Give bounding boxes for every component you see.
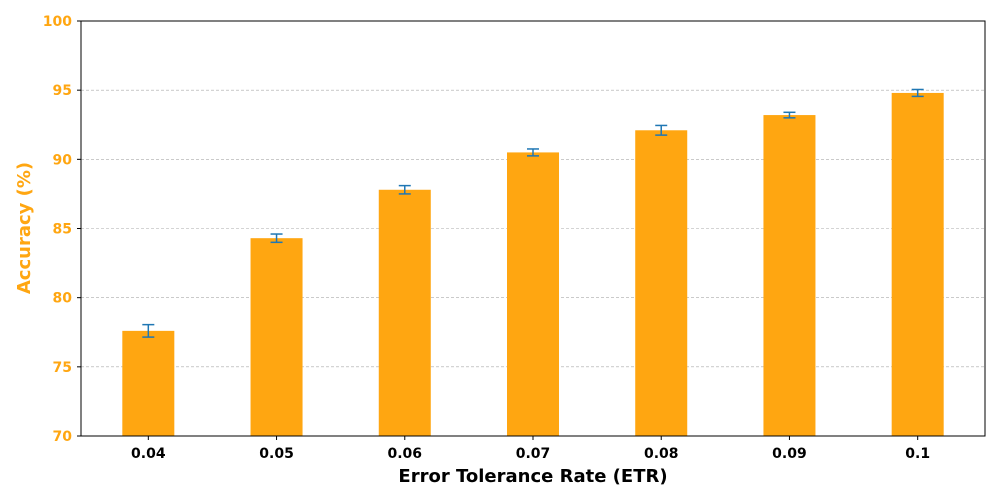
bar [122, 330, 175, 436]
y-tick-label: 85 [53, 222, 72, 238]
bar [250, 238, 303, 436]
x-axis-ticks: 0.04 0.05 0.06 0.07 0.08 0.09 0.1 [131, 436, 930, 462]
bar [891, 92, 944, 436]
error-bar [655, 124, 668, 136]
y-tick-label: 70 [53, 429, 73, 445]
error-bar [527, 148, 539, 157]
error-bar [270, 233, 283, 244]
bar [507, 152, 559, 436]
error-bars [142, 88, 924, 338]
bar [378, 189, 431, 436]
x-tick-label: 0.08 [644, 446, 679, 462]
bar [763, 115, 816, 437]
bars [122, 92, 944, 437]
error-bar [142, 323, 155, 338]
y-tick-label: 90 [53, 152, 73, 168]
bar [635, 130, 688, 437]
x-tick-label: 0.07 [516, 446, 551, 462]
y-tick-label: 75 [53, 360, 72, 376]
y-tick-label: 80 [53, 291, 73, 307]
x-tick-label: 0.1 [905, 446, 930, 462]
y-axis-label: Accuracy (%) [14, 162, 35, 294]
x-tick-label: 0.06 [387, 446, 422, 462]
y-tick-label: 95 [53, 83, 72, 99]
error-bar [911, 88, 924, 98]
x-tick-label: 0.09 [772, 446, 807, 462]
x-tick-label: 0.05 [259, 446, 294, 462]
x-tick-label: 0.04 [131, 446, 166, 462]
x-axis-label: Error Tolerance Rate (ETR) [398, 466, 667, 487]
y-tick-label: 100 [43, 14, 72, 30]
error-bar [398, 184, 411, 195]
error-bar [783, 111, 796, 119]
y-axis-ticks: 70 75 80 85 90 95 100 [43, 14, 81, 445]
